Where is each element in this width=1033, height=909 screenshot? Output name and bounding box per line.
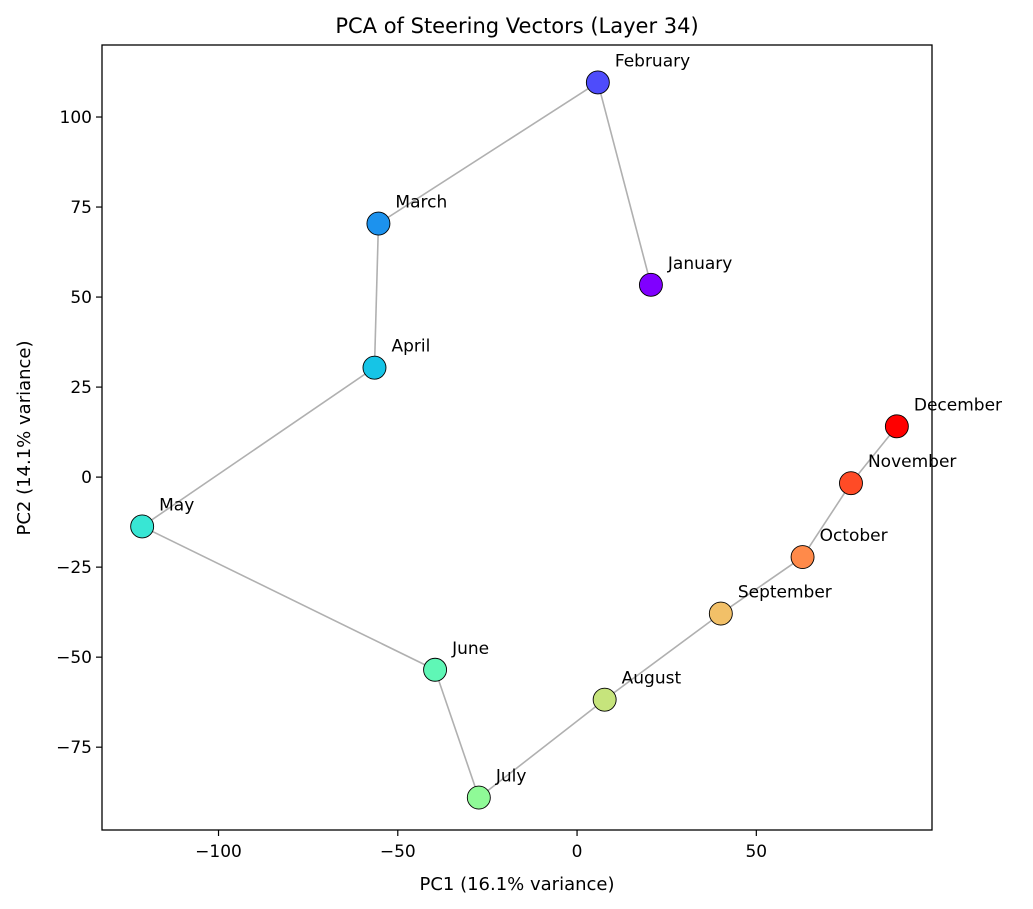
x-tick-label: −50 (380, 842, 416, 862)
point-february (585, 70, 610, 95)
x-tick-label: 0 (572, 842, 583, 862)
point-september (708, 601, 733, 626)
y-tick-label: 50 (70, 288, 92, 308)
x-tick-label: 50 (745, 842, 767, 862)
connecting-line-segment (604, 612, 722, 701)
y-tick-label: −50 (56, 648, 92, 668)
plot-frame (101, 44, 933, 831)
point-label-november: November (868, 452, 956, 472)
y-tick-label: 75 (70, 198, 92, 218)
x-axis-label: PC1 (16.1% variance) (419, 874, 614, 895)
point-november (839, 471, 863, 496)
point-august (592, 687, 617, 712)
connecting-line-segment (720, 556, 804, 615)
point-march (366, 211, 391, 236)
point-label-june: June (451, 639, 489, 659)
point-may (130, 514, 155, 539)
connecting-line-segment (597, 82, 652, 286)
point-label-august: August (622, 669, 682, 689)
y-tick-label: −75 (56, 738, 92, 758)
point-label-december: December (914, 395, 1002, 415)
y-tick-label: −25 (56, 558, 92, 578)
point-label-july: July (495, 767, 527, 787)
x-tick-label: −100 (195, 842, 242, 862)
connecting-lines (141, 81, 898, 799)
connecting-line-segment (478, 699, 606, 799)
y-ticks: −75 −50 −25 0 25 50 75 100 (56, 108, 102, 758)
point-october (790, 545, 815, 570)
point-july (466, 785, 491, 810)
y-axis-label: PC2 (14.1% variance) (14, 340, 35, 535)
connecting-line-segment (141, 525, 436, 671)
connecting-line-segment (801, 482, 852, 558)
connecting-line-segment (377, 81, 599, 225)
point-label-may: May (159, 495, 194, 515)
connecting-line-segment (141, 366, 375, 528)
point-label-january: January (667, 254, 732, 274)
data-points (130, 70, 909, 810)
y-tick-label: 25 (70, 378, 92, 398)
point-label-october: October (820, 526, 888, 546)
chart-title: PCA of Steering Vectors (Layer 34) (335, 14, 698, 38)
point-label-february: February (615, 51, 690, 71)
point-december (884, 414, 909, 439)
point-labels: January February March April May June July Augu… (159, 51, 1002, 786)
connecting-line-segment (850, 425, 898, 484)
point-label-september: September (738, 583, 832, 603)
point-april (362, 355, 387, 380)
x-ticks: −100 −50 0 50 (195, 830, 767, 862)
y-tick-label: 0 (81, 468, 92, 488)
point-label-march: March (395, 193, 447, 213)
point-january (638, 272, 663, 297)
point-label-april: April (391, 337, 430, 357)
connecting-line-segment (373, 223, 380, 368)
connecting-line-segment (434, 669, 480, 798)
y-tick-label: 100 (60, 108, 92, 128)
point-june (423, 657, 448, 682)
